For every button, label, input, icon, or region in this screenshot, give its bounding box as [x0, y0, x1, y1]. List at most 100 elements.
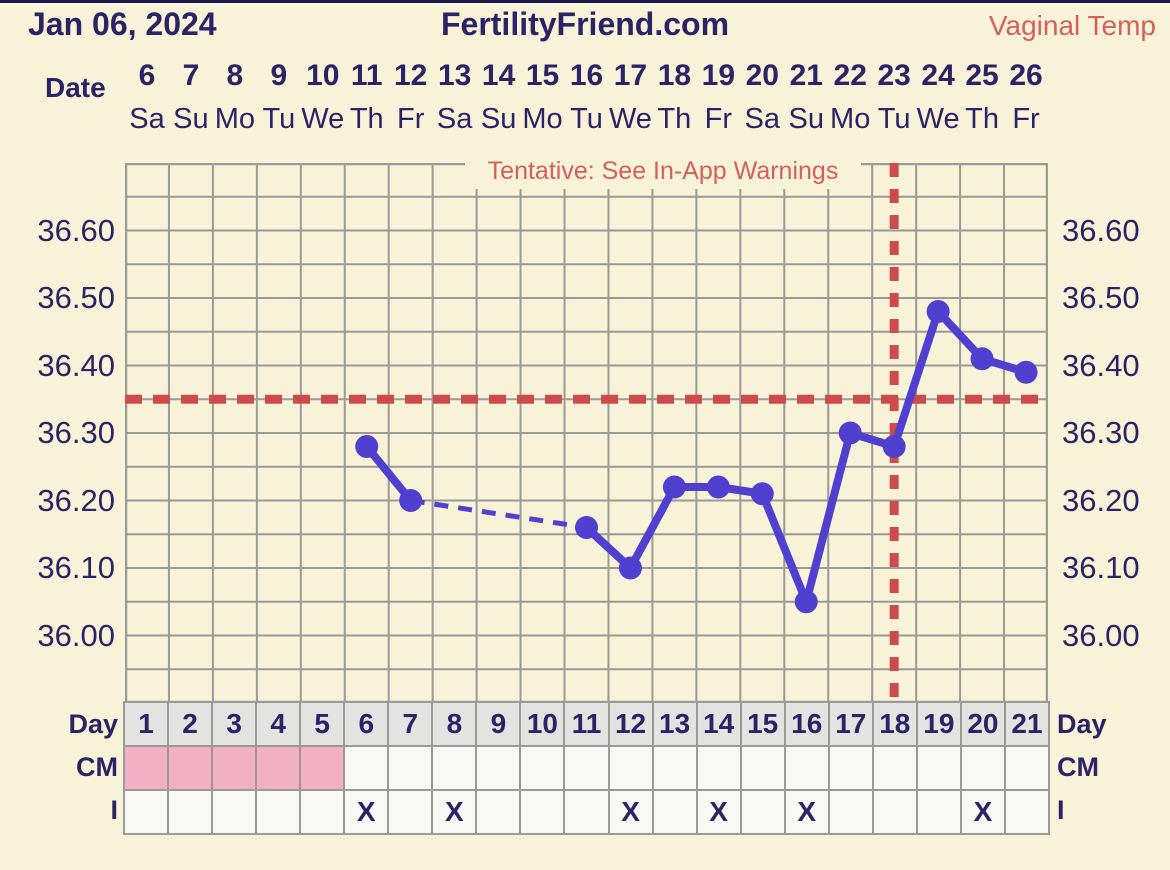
day-cell[interactable]: 5: [301, 703, 344, 745]
intercourse-cell[interactable]: X: [609, 791, 652, 833]
day-cell[interactable]: 9: [477, 703, 520, 745]
intercourse-cell[interactable]: [565, 791, 608, 833]
temp-dot[interactable]: [1014, 360, 1038, 384]
date-number: 9: [270, 59, 288, 92]
date-axis-label: Date: [45, 72, 106, 103]
weekday-label: Su: [173, 103, 209, 135]
temp-dot[interactable]: [970, 347, 994, 371]
intercourse-cell[interactable]: [125, 791, 168, 833]
cm-cell[interactable]: [785, 747, 828, 789]
temp-dot[interactable]: [882, 435, 906, 458]
temp-dot[interactable]: [355, 435, 379, 458]
date-number: 13: [437, 59, 472, 92]
intercourse-cell[interactable]: [873, 791, 916, 833]
temp-dot[interactable]: [575, 516, 598, 539]
weekday-label: Fr: [704, 103, 733, 135]
cm-cell[interactable]: [521, 747, 564, 789]
cm-cell[interactable]: [697, 747, 740, 789]
date-number: 17: [613, 59, 648, 92]
intercourse-cell[interactable]: [213, 791, 256, 833]
ytick-right: 36.00: [1062, 617, 1140, 653]
day-cell[interactable]: 4: [257, 703, 300, 745]
date-number: 19: [701, 59, 736, 92]
temp-dot[interactable]: [399, 489, 423, 512]
day-cell[interactable]: 18: [873, 703, 916, 745]
intercourse-cell[interactable]: [521, 791, 564, 833]
intercourse-cell[interactable]: [257, 791, 300, 833]
intercourse-cell[interactable]: [653, 791, 696, 833]
day-cell[interactable]: 3: [213, 703, 256, 745]
cm-cell[interactable]: [917, 747, 960, 789]
intercourse-cell[interactable]: [477, 791, 520, 833]
intercourse-cell[interactable]: X: [697, 791, 740, 833]
cm-cell[interactable]: [873, 747, 916, 789]
day-cell[interactable]: 1: [125, 703, 168, 745]
temp-dot[interactable]: [838, 421, 862, 445]
cm-cell[interactable]: [301, 747, 344, 789]
cm-cell[interactable]: [609, 747, 652, 789]
cm-cell[interactable]: [257, 747, 300, 789]
cm-cell[interactable]: [345, 747, 388, 789]
weekday-label: Th: [657, 103, 692, 135]
day-cell[interactable]: 7: [389, 703, 432, 745]
day-cell[interactable]: 13: [653, 703, 696, 745]
cm-cell[interactable]: [565, 747, 608, 789]
intercourse-cell[interactable]: X: [961, 791, 1004, 833]
day-cell[interactable]: 6: [345, 703, 388, 745]
bottom-data-grid: 1 2 3 4 5 6 7 8 9 10 11 12 13 14 15 16 17 18 19 20 21 X X X X X X: [123, 701, 1050, 835]
temp-dot[interactable]: [662, 475, 686, 499]
ytick-left: 36.20: [37, 482, 115, 518]
intercourse-cell[interactable]: X: [785, 791, 828, 833]
day-cell[interactable]: 16: [785, 703, 828, 745]
date-number: 15: [525, 59, 560, 92]
weekday-label: We: [301, 103, 345, 135]
date-number: 11: [350, 59, 383, 92]
day-cell[interactable]: 10: [521, 703, 564, 745]
intercourse-cell[interactable]: X: [345, 791, 388, 833]
intercourse-cell[interactable]: [169, 791, 212, 833]
day-cell[interactable]: 14: [697, 703, 740, 745]
date-number: 23: [877, 59, 911, 92]
cm-cell[interactable]: [477, 747, 520, 789]
temp-dot[interactable]: [618, 556, 642, 580]
day-cell[interactable]: 17: [829, 703, 872, 745]
cm-cell[interactable]: [741, 747, 784, 789]
weekday-label: Sa: [436, 103, 473, 135]
intercourse-cell[interactable]: [741, 791, 784, 833]
intercourse-cell[interactable]: [389, 791, 432, 833]
temp-dot[interactable]: [750, 482, 774, 506]
cm-cell[interactable]: [389, 747, 432, 789]
cm-cell[interactable]: [1005, 747, 1048, 789]
cm-cell[interactable]: [829, 747, 872, 789]
intercourse-cell[interactable]: [829, 791, 872, 833]
cm-cell[interactable]: [653, 747, 696, 789]
intercourse-cell[interactable]: [301, 791, 344, 833]
intercourse-cell[interactable]: X: [433, 791, 476, 833]
day-cell[interactable]: 8: [433, 703, 476, 745]
cm-row-label-left: CM: [76, 752, 118, 782]
weekday-label: Th: [965, 103, 999, 135]
cm-cell[interactable]: [961, 747, 1004, 789]
cm-cell[interactable]: [433, 747, 476, 789]
i-row-label-right: I: [1057, 795, 1065, 825]
temp-dot[interactable]: [794, 590, 818, 614]
ytick-left: 36.30: [37, 415, 115, 450]
day-cell[interactable]: 20: [961, 703, 1004, 745]
temp-dot[interactable]: [926, 300, 950, 323]
cm-cell[interactable]: [213, 747, 256, 789]
day-cell[interactable]: 15: [741, 703, 784, 745]
temp-dot[interactable]: [706, 475, 730, 499]
day-cell[interactable]: 11: [565, 703, 608, 745]
day-cell[interactable]: 21: [1005, 703, 1048, 745]
day-cell[interactable]: 19: [917, 703, 960, 745]
intercourse-cell[interactable]: [1005, 791, 1048, 833]
cm-cell[interactable]: [125, 747, 168, 789]
day-cell[interactable]: 2: [169, 703, 212, 745]
temp-segment: [626, 485, 678, 570]
weekday-label: Th: [349, 103, 384, 135]
cm-cell[interactable]: [169, 747, 212, 789]
day-cell[interactable]: 12: [609, 703, 652, 745]
temp-segment: [758, 492, 810, 604]
intercourse-cell[interactable]: [917, 791, 960, 833]
date-number: 22: [833, 59, 867, 92]
